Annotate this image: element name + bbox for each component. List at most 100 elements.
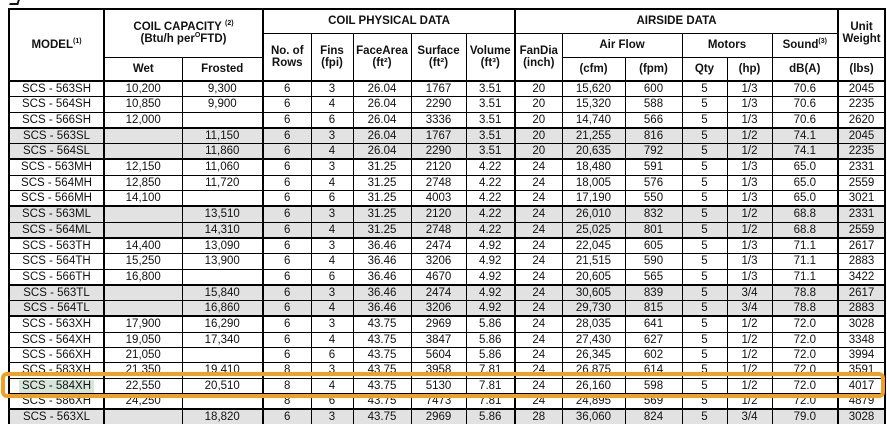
table-cell: 2748 <box>410 174 467 192</box>
table-cell: 4670 <box>410 268 467 286</box>
table-cell: 1/2 <box>726 347 773 364</box>
table-cell: 15,620 <box>561 80 626 98</box>
table-cell: 20,510 <box>181 377 264 394</box>
table-cell: 5 <box>681 268 728 286</box>
table-cell: 2235 <box>837 143 886 160</box>
table-cell: 801 <box>624 221 683 239</box>
table-cell: 5.86 <box>465 315 516 333</box>
table-cell: 3 <box>310 236 354 255</box>
model-cell: SCS - 564ML <box>8 221 105 239</box>
table-cell: 31.25 <box>352 158 412 176</box>
table-cell: 70.6 <box>771 96 839 113</box>
table-row: SCS - 564XH 19,050 17,340 6 4 43.75 3847 5.86 24… <box>8 331 886 349</box>
table-cell: 2290 <box>410 143 467 160</box>
table-cell: 14,400 <box>103 236 183 255</box>
table-cell: 2331 <box>837 205 886 223</box>
table-header: MODEL(1) COIL CAPACITY (2) (Btu/h perOFT… <box>8 8 886 82</box>
table-cell: 6 <box>310 392 354 410</box>
table-row: SCS - 566SH 12,000 6 6 26.04 3336 3.51 20 14,740… <box>8 111 886 129</box>
table-cell: 6 <box>262 126 312 145</box>
table-cell: 31.25 <box>352 205 412 223</box>
table-cell: 4 <box>310 96 354 113</box>
table-cell: 5.86 <box>465 331 516 349</box>
table-cell: 20 <box>514 126 563 145</box>
table-cell <box>181 392 264 410</box>
table-cell: 20,605 <box>561 268 626 286</box>
model-cell: SCS - 584XH <box>8 377 105 394</box>
table-cell: 6 <box>262 190 312 207</box>
table-cell <box>103 300 183 317</box>
cropped-text-artifact <box>9 0 20 5</box>
table-cell: 36.46 <box>352 253 412 270</box>
table-cell: 588 <box>624 96 683 113</box>
table-cell: 1/2 <box>726 221 773 239</box>
table-cell: 24 <box>514 283 563 302</box>
header-cfm: (cfm) <box>561 56 626 82</box>
table-cell: 11,860 <box>181 143 264 160</box>
table-cell: 10,850 <box>103 96 183 113</box>
table-cell: 1/3 <box>726 268 773 286</box>
table-cell: 26.04 <box>352 111 412 129</box>
table-cell: 24 <box>514 174 563 192</box>
table-row: SCS - 564SL 11,860 6 4 26.04 2290 3.51 20 20,635… <box>8 143 886 160</box>
table-cell: 3/4 <box>726 300 773 317</box>
header-dba: dB(A) <box>771 56 839 82</box>
table-cell: 28 <box>514 408 563 424</box>
table-cell: 5 <box>681 300 728 317</box>
table-cell: 3.51 <box>465 96 516 113</box>
table-cell: 2969 <box>410 408 467 424</box>
table-cell: 15,250 <box>103 253 183 270</box>
table-cell: 614 <box>624 362 683 379</box>
table-cell: 36,060 <box>561 408 626 424</box>
table-cell: 641 <box>624 315 683 333</box>
table-cell: 5 <box>681 315 728 333</box>
table-cell <box>181 347 264 364</box>
table-cell: 12,000 <box>103 111 183 129</box>
table-cell: 24 <box>514 315 563 333</box>
table-cell: 1/2 <box>726 315 773 333</box>
table-cell: 43.75 <box>352 362 412 379</box>
header-motors: Motors <box>681 32 773 58</box>
table-cell: 36.46 <box>352 283 412 302</box>
table-cell: 3336 <box>410 111 467 129</box>
table-cell: 36.46 <box>352 300 412 317</box>
table-cell: 5.86 <box>465 408 516 424</box>
table-cell <box>103 408 183 424</box>
table-cell: 3847 <box>410 331 467 349</box>
table-cell: 70.6 <box>771 80 839 98</box>
table-cell: 70.6 <box>771 111 839 129</box>
table-cell: 21,350 <box>103 362 183 379</box>
table-cell: 1/2 <box>726 377 773 394</box>
header-lbs: (lbs) <box>837 56 886 82</box>
table-cell <box>103 205 183 223</box>
table-cell: 6 <box>262 268 312 286</box>
table-cell: 2331 <box>837 158 886 176</box>
table-cell: 26,160 <box>561 377 626 394</box>
table-cell: 576 <box>624 174 683 192</box>
table-cell: 2883 <box>837 253 886 270</box>
header-model: MODEL(1) <box>8 8 105 82</box>
table-cell: 24 <box>514 331 563 349</box>
model-cell: SCS - 563SL <box>8 126 105 145</box>
table-cell: 832 <box>624 205 683 223</box>
table-cell: 3 <box>310 362 354 379</box>
table-cell: 24 <box>514 362 563 379</box>
table-row: SCS - 563SL 11,150 6 3 26.04 1767 3.51 20 21,255… <box>8 126 886 145</box>
table-cell: 19,050 <box>103 331 183 349</box>
table-cell: 598 <box>624 377 683 394</box>
header-fins: Fins (fpi) <box>310 32 354 82</box>
table-cell: 3422 <box>837 268 886 286</box>
table-cell: 36.46 <box>352 236 412 255</box>
table-cell: 3 <box>310 126 354 145</box>
table-row: SCS - 566XH 21,050 6 6 43.75 5604 5.86 24 26,345… <box>8 347 886 364</box>
table-cell: 7.81 <box>465 377 516 394</box>
table-cell: 78.8 <box>771 300 839 317</box>
table-cell <box>103 221 183 239</box>
table-cell: 3958 <box>410 362 467 379</box>
table-cell: 5 <box>681 347 728 364</box>
table-cell: 3 <box>310 408 354 424</box>
table-cell: 5 <box>681 80 728 98</box>
table-cell: 9,300 <box>181 80 264 98</box>
table-cell: 8 <box>262 392 312 410</box>
table-cell: 5.86 <box>465 347 516 364</box>
